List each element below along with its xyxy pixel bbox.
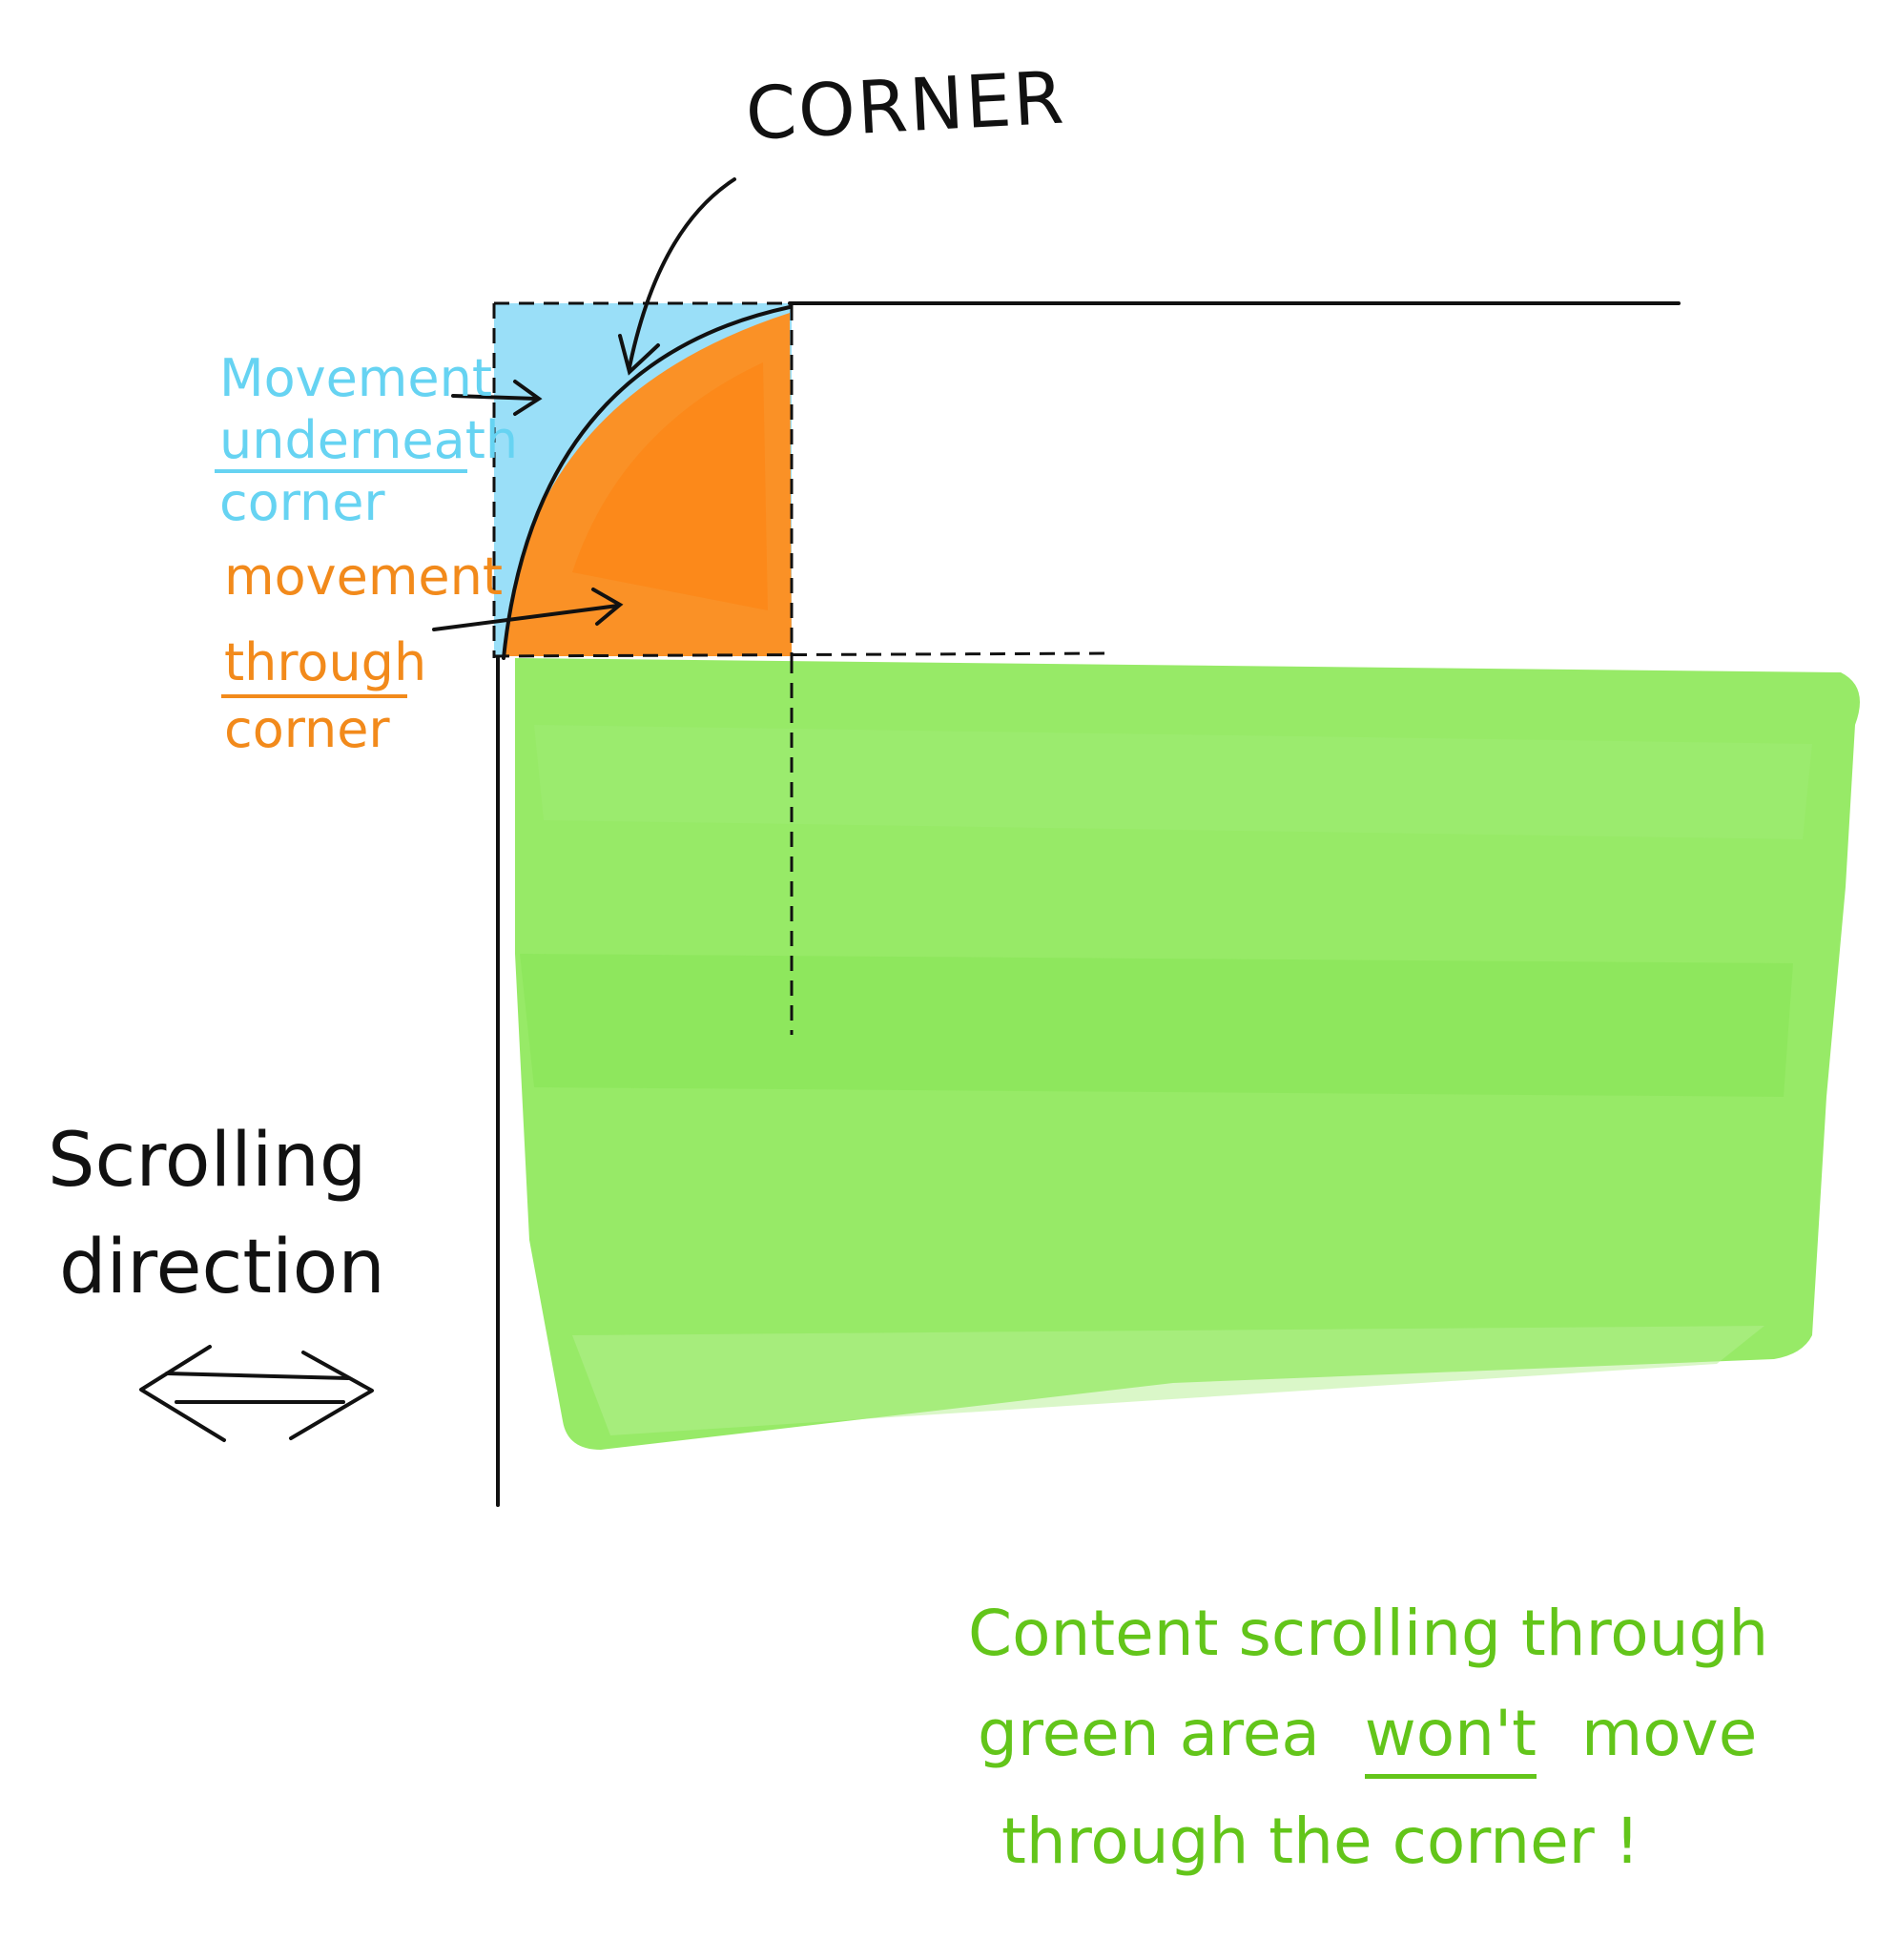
blue-note-underline <box>215 469 467 473</box>
green-content-area <box>515 658 1860 1450</box>
screen-edge <box>496 301 1681 1507</box>
corner-guide-dashes <box>492 301 1107 1035</box>
blue-note-line1: Movement <box>219 348 493 408</box>
scroll-note-line1: Scrolling <box>48 1118 367 1204</box>
orange-note-line2: through <box>224 632 427 692</box>
scroll-note-line2: direction <box>59 1225 385 1310</box>
orange-note-line3: corner <box>224 699 390 759</box>
scroll-direction-arrow <box>139 1345 374 1442</box>
blue-pointer-arrow <box>451 380 543 416</box>
blue-note-line3: corner <box>219 472 385 532</box>
corner-label: CORNER <box>743 54 1068 156</box>
green-note-line2-start: green area <box>978 1697 1320 1770</box>
green-note-emphasis: won't <box>1364 1697 1537 1779</box>
green-note-line1: Content scrolling through <box>968 1597 1769 1670</box>
green-note-line3: through the corner ! <box>1001 1805 1640 1878</box>
orange-note-line1: movement <box>224 547 504 607</box>
orange-note-underline <box>221 694 407 698</box>
corner-pointer-arrow <box>618 177 736 376</box>
green-note-line2: green area won't move <box>978 1697 1757 1779</box>
orange-pointer-arrow <box>432 588 624 631</box>
green-note-line2-end: move <box>1580 1697 1758 1770</box>
blue-note-line2: underneath <box>219 410 519 470</box>
orange-through-area <box>504 313 792 656</box>
